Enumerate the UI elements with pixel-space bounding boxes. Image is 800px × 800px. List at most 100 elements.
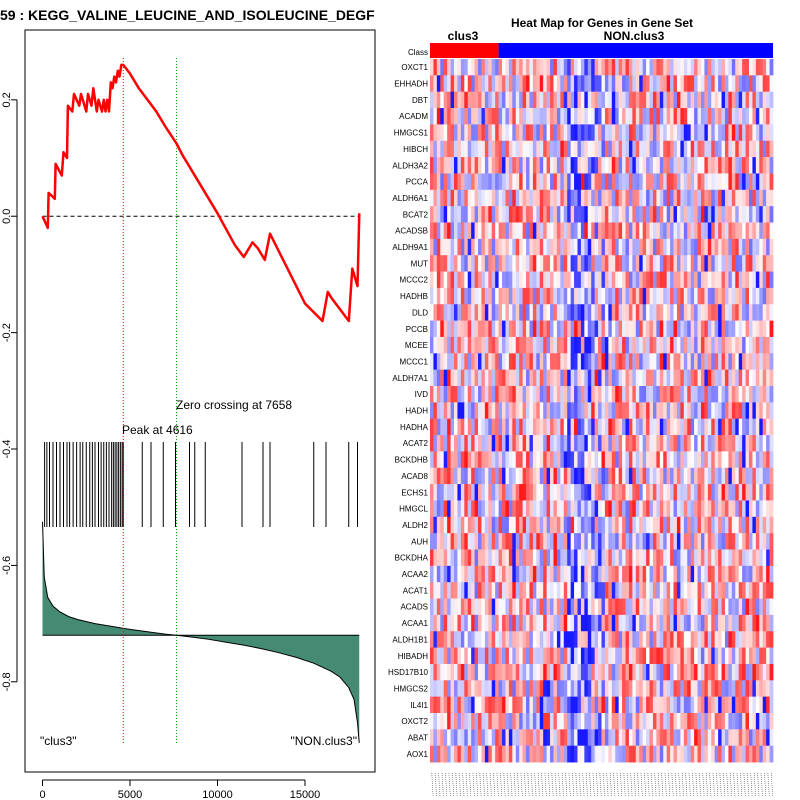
heatmap-cell — [508, 353, 513, 371]
heatmap-cell — [536, 533, 541, 550]
heatmap-cell — [478, 451, 482, 469]
heatmap-cell — [652, 369, 657, 387]
heatmap-cell — [436, 369, 441, 387]
heatmap-cell — [546, 484, 551, 501]
heatmap-cell — [580, 614, 585, 632]
heatmap-cell — [646, 238, 650, 256]
heatmap-cell — [762, 271, 767, 289]
heatmap-cell — [683, 729, 688, 747]
heatmap-cell — [656, 549, 661, 567]
heatmap-cell — [563, 353, 568, 371]
heatmap-cell — [443, 271, 448, 289]
heatmap-cell — [515, 598, 520, 616]
heatmap-cell — [628, 516, 633, 534]
heatmap-cell — [759, 549, 764, 567]
heatmap-cell — [563, 287, 568, 305]
heatmap-cell — [652, 729, 657, 747]
heatmap-cell — [498, 222, 503, 240]
heatmap-cell — [618, 516, 623, 534]
heatmap-cell — [687, 91, 692, 109]
heatmap-cell — [642, 271, 647, 289]
heatmap-cell — [700, 533, 705, 550]
heatmap-cell — [652, 500, 657, 518]
heatmap-cell — [718, 451, 722, 469]
heatmap-cell — [440, 189, 445, 207]
heatmap-cell — [543, 402, 548, 420]
heatmap-cell — [724, 614, 729, 632]
heatmap-cell — [488, 745, 493, 763]
heatmap-cell — [601, 582, 606, 599]
heatmap-cell — [615, 713, 620, 730]
heatmap-cell — [704, 75, 709, 93]
heatmap-cell — [464, 336, 469, 354]
heatmap-cell — [683, 451, 688, 469]
heatmap-cell — [550, 549, 554, 567]
heatmap-cell — [471, 91, 475, 109]
heatmap-cell — [649, 614, 654, 632]
heatmap-cell — [748, 353, 753, 371]
heatmap-cell — [570, 206, 575, 223]
heatmap-cell — [735, 124, 740, 142]
heatmap-cell — [460, 680, 465, 698]
heatmap-cell — [759, 418, 764, 436]
heatmap-cell — [704, 533, 709, 550]
heatmap-cell — [550, 91, 554, 109]
heatmap-cell — [628, 353, 633, 371]
heatmap-cell — [560, 418, 565, 436]
heatmap-cell — [659, 124, 664, 142]
heatmap-cell — [550, 173, 554, 191]
sample-label-mark — [599, 772, 602, 798]
heatmap-cell — [488, 206, 493, 223]
heatmap-cell — [766, 140, 770, 158]
heatmap-cell — [488, 287, 493, 305]
heatmap-cell — [649, 598, 654, 616]
heatmap-cell — [577, 386, 582, 403]
heatmap-cell — [663, 500, 668, 518]
heatmap-cell — [570, 91, 575, 109]
heatmap-cell — [433, 206, 438, 223]
heatmap-cell — [464, 696, 469, 714]
heatmap-cell — [731, 157, 736, 174]
heatmap-cell — [529, 59, 534, 76]
heatmap-cell — [687, 386, 692, 403]
heatmap-cell — [718, 696, 722, 714]
class-block — [430, 43, 499, 58]
heatmap-cell — [731, 287, 736, 305]
heatmap-cell — [676, 467, 681, 485]
heatmap-cell — [728, 484, 733, 501]
heatmap-cell — [625, 255, 630, 272]
heatmap-cell — [642, 173, 647, 191]
heatmap-cell — [515, 484, 520, 501]
heatmap-cell — [478, 238, 482, 256]
heatmap-cell — [580, 745, 585, 763]
heatmap-cell — [666, 713, 671, 730]
heatmap-cell — [683, 713, 688, 730]
heatmap-cell — [652, 140, 657, 158]
heatmap-cell — [532, 386, 537, 403]
sample-label-mark — [438, 772, 441, 798]
heatmap-cell — [742, 549, 746, 567]
heatmap-cell — [670, 598, 674, 616]
heatmap-cell — [577, 173, 582, 191]
heatmap-cell — [454, 255, 458, 272]
heatmap-cell — [580, 435, 585, 452]
heatmap-cell — [543, 91, 548, 109]
sample-label-mark — [722, 772, 726, 798]
gene-label: PCCA — [406, 178, 429, 187]
heatmap-cell — [742, 533, 746, 550]
heatmap-cell — [526, 91, 530, 109]
heatmap-cell — [481, 598, 486, 616]
heatmap-cell — [700, 500, 705, 518]
heatmap-cell — [759, 271, 764, 289]
heatmap-cell — [563, 663, 568, 681]
heatmap-cell — [762, 320, 767, 338]
heatmap-cell — [697, 271, 702, 289]
heatmap-cell — [628, 255, 633, 272]
heatmap-cell — [707, 451, 712, 469]
heatmap-cell — [731, 336, 736, 354]
heatmap-cell — [604, 386, 609, 403]
heatmap-cell — [752, 435, 757, 452]
heatmap-cell — [752, 369, 757, 387]
heatmap-cell — [742, 647, 746, 665]
heatmap-cell — [659, 729, 664, 747]
